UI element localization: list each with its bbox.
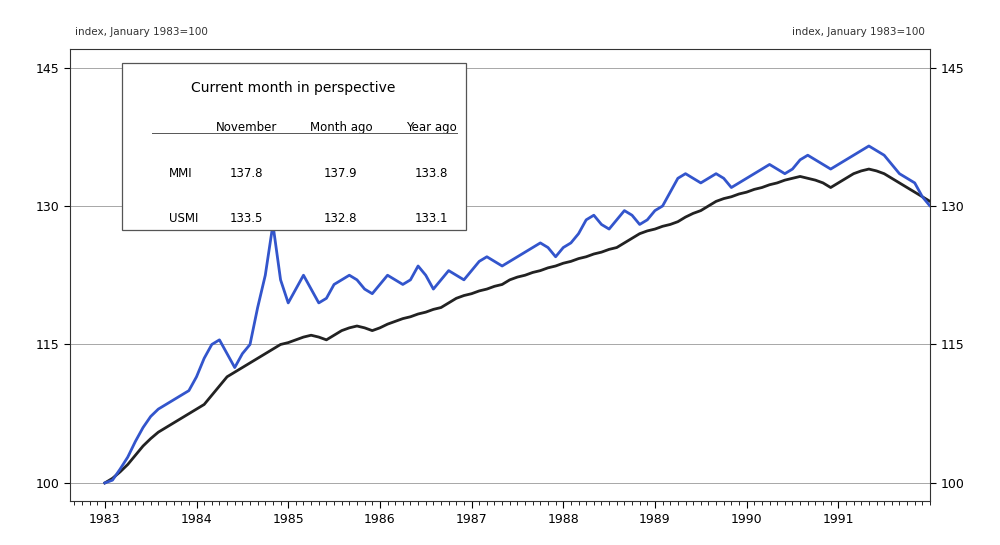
- Text: 137.9: 137.9: [324, 167, 358, 180]
- Text: Year ago: Year ago: [406, 122, 457, 135]
- Text: November: November: [216, 122, 277, 135]
- Text: Month ago: Month ago: [310, 122, 372, 135]
- Text: USMI: USMI: [169, 212, 198, 225]
- Bar: [122, 63, 466, 230]
- Text: 133.1: 133.1: [414, 212, 448, 225]
- Text: MMI: MMI: [169, 167, 193, 180]
- Text: index, January 1983=100: index, January 1983=100: [792, 27, 925, 37]
- Text: 132.8: 132.8: [324, 212, 358, 225]
- Text: 133.8: 133.8: [415, 167, 448, 180]
- Text: index, January 1983=100: index, January 1983=100: [75, 27, 208, 37]
- Text: 133.5: 133.5: [230, 212, 263, 225]
- Text: Current month in perspective: Current month in perspective: [191, 81, 396, 95]
- Text: 137.8: 137.8: [230, 167, 263, 180]
